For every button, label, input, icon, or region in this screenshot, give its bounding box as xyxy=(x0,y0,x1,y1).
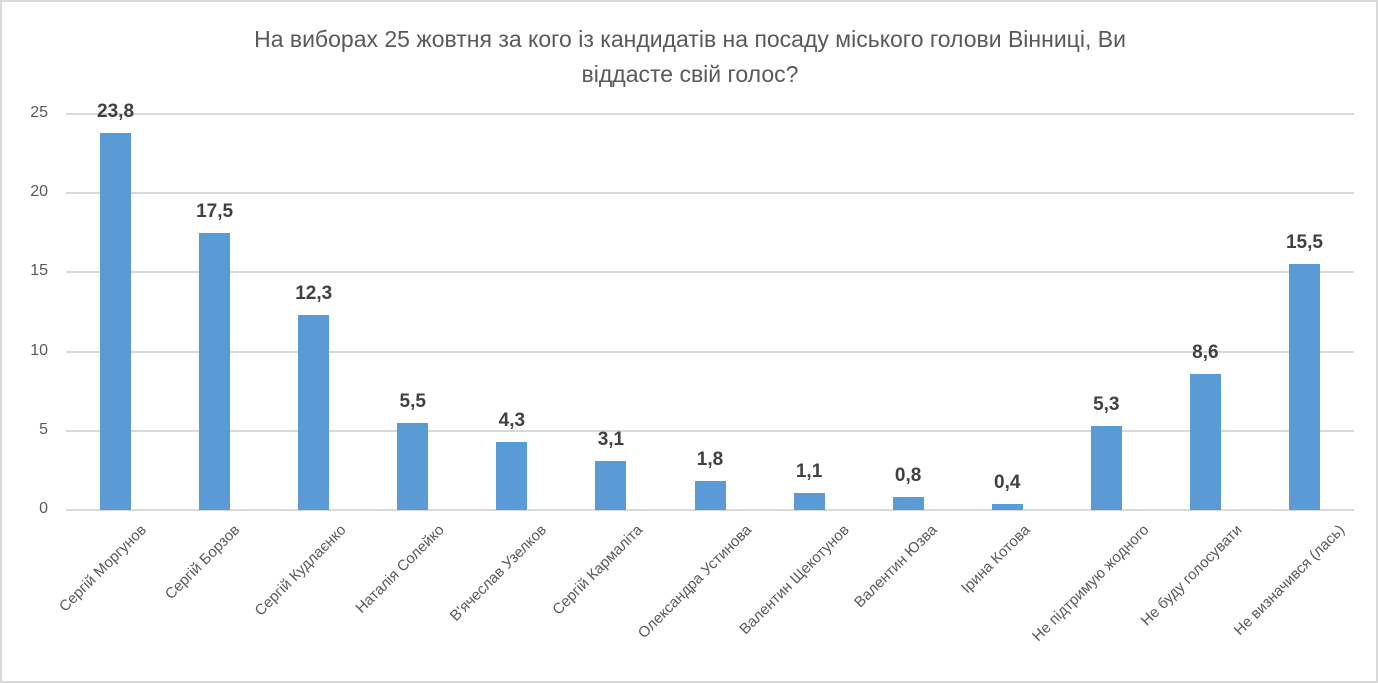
chart-title: На виборах 25 жовтня за кого із кандидат… xyxy=(150,22,1230,92)
data-label: 12,3 xyxy=(295,283,333,305)
bar xyxy=(100,133,132,510)
bar xyxy=(595,460,627,510)
bar xyxy=(397,422,429,510)
bar xyxy=(298,315,330,510)
chart-title-line-1: На виборах 25 жовтня за кого із кандидат… xyxy=(254,26,1126,52)
y-tick-label: 5 xyxy=(39,420,48,438)
y-tick-label: 15 xyxy=(30,262,48,280)
bar xyxy=(496,441,528,510)
bar xyxy=(793,492,825,510)
bar xyxy=(1189,373,1221,510)
bar xyxy=(991,503,1023,510)
bar xyxy=(1288,264,1320,510)
bar xyxy=(199,232,231,510)
x-axis-line xyxy=(66,509,1354,511)
data-label: 4,3 xyxy=(498,409,526,431)
data-label: 0,8 xyxy=(894,465,922,487)
data-label: 5,3 xyxy=(1093,394,1120,416)
data-label: 23,8 xyxy=(97,101,135,123)
gridline xyxy=(66,271,1354,274)
data-label: 1,1 xyxy=(795,460,823,482)
plot-area: 23,8 17,5 12,3 5,5 4,3 3,1 1,8 1,1 0,8 0,4 5,3 8,6 1… xyxy=(66,101,1354,511)
data-label: 15,5 xyxy=(1285,232,1323,254)
y-tick-label: 20 xyxy=(30,183,48,201)
bar xyxy=(1090,426,1122,510)
y-tick-label: 25 xyxy=(30,104,48,121)
gridline xyxy=(66,192,1354,195)
gridline xyxy=(66,429,1354,432)
bar xyxy=(892,497,924,510)
chart-title-line-2: віддасте свій голос? xyxy=(581,61,799,87)
data-label: 17,5 xyxy=(196,200,234,222)
data-label: 1,8 xyxy=(696,449,724,471)
data-label: 0,4 xyxy=(994,471,1021,493)
data-label: 5,5 xyxy=(399,390,426,412)
gridline xyxy=(66,350,1354,353)
data-label: 3,1 xyxy=(597,428,625,450)
y-tick-label: 10 xyxy=(30,341,48,359)
data-label: 8,6 xyxy=(1192,341,1219,363)
bar xyxy=(694,481,726,510)
y-tick-label: 0 xyxy=(39,500,48,517)
gridline xyxy=(66,113,1354,115)
